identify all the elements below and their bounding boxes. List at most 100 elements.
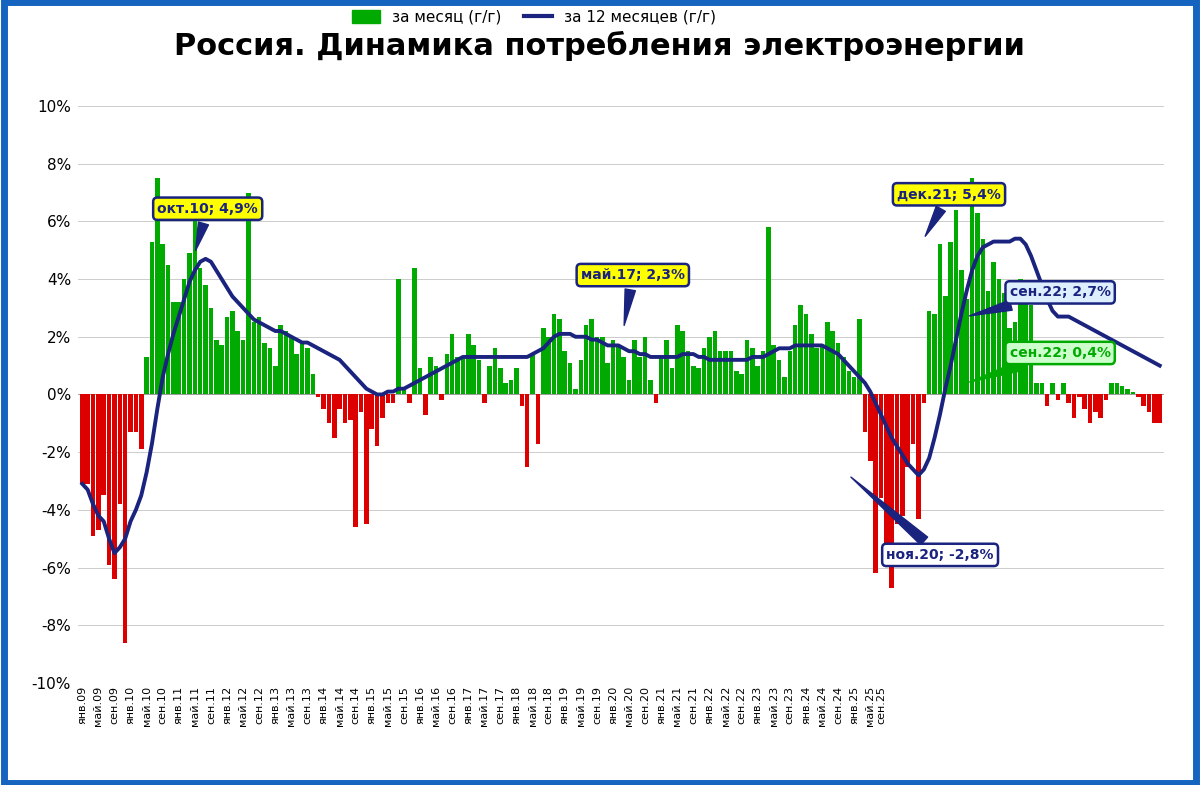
- Bar: [654, 394, 658, 403]
- Bar: [809, 334, 814, 394]
- Bar: [1115, 383, 1120, 394]
- Bar: [954, 210, 959, 394]
- Bar: [787, 351, 792, 394]
- Bar: [997, 279, 1001, 394]
- Bar: [407, 394, 412, 403]
- Bar: [900, 394, 905, 516]
- Bar: [841, 357, 846, 394]
- Bar: [439, 394, 444, 400]
- Bar: [263, 342, 266, 394]
- Bar: [433, 366, 438, 394]
- Bar: [466, 334, 470, 394]
- Bar: [1147, 394, 1151, 412]
- Bar: [772, 345, 776, 394]
- Bar: [364, 394, 368, 524]
- Bar: [976, 213, 979, 394]
- Bar: [637, 357, 642, 394]
- Bar: [198, 268, 203, 394]
- Bar: [878, 394, 883, 498]
- Bar: [172, 302, 175, 394]
- Bar: [1109, 383, 1114, 394]
- Bar: [948, 242, 953, 394]
- Bar: [1007, 328, 1012, 394]
- Bar: [391, 394, 396, 403]
- Bar: [589, 319, 594, 394]
- Bar: [1136, 394, 1140, 397]
- Bar: [289, 337, 294, 394]
- Bar: [616, 345, 620, 394]
- Bar: [1024, 285, 1028, 394]
- Bar: [203, 285, 208, 394]
- Bar: [118, 394, 122, 504]
- Text: дек.21; 5,4%: дек.21; 5,4%: [898, 188, 1001, 236]
- Bar: [1050, 383, 1055, 394]
- Bar: [461, 357, 466, 394]
- Bar: [680, 331, 685, 394]
- Bar: [230, 311, 235, 394]
- Bar: [300, 342, 305, 394]
- Bar: [756, 366, 760, 394]
- Bar: [1034, 383, 1039, 394]
- Bar: [332, 394, 336, 438]
- Bar: [874, 394, 878, 573]
- Bar: [600, 337, 605, 394]
- Bar: [166, 265, 170, 394]
- Bar: [943, 297, 948, 394]
- Bar: [520, 394, 524, 406]
- Bar: [1067, 394, 1070, 403]
- Text: сен.22; 2,7%: сен.22; 2,7%: [970, 286, 1111, 316]
- Bar: [541, 328, 546, 394]
- Bar: [922, 394, 926, 403]
- Bar: [278, 325, 283, 394]
- Bar: [1130, 392, 1135, 394]
- Bar: [815, 349, 818, 394]
- Bar: [563, 351, 566, 394]
- Bar: [1087, 394, 1092, 423]
- Bar: [622, 357, 626, 394]
- Bar: [322, 394, 325, 409]
- Bar: [696, 368, 701, 394]
- Bar: [793, 325, 798, 394]
- Bar: [353, 394, 358, 528]
- Bar: [337, 394, 342, 409]
- Bar: [707, 337, 712, 394]
- Text: сен.22; 0,4%: сен.22; 0,4%: [970, 346, 1111, 382]
- Bar: [1152, 394, 1157, 423]
- Bar: [214, 340, 218, 394]
- Bar: [820, 345, 824, 394]
- Bar: [385, 394, 390, 403]
- Bar: [632, 340, 637, 394]
- Bar: [252, 323, 256, 394]
- Bar: [241, 340, 245, 394]
- Bar: [1120, 385, 1124, 394]
- Bar: [182, 279, 186, 394]
- Bar: [144, 357, 149, 394]
- Bar: [895, 394, 899, 524]
- Bar: [665, 340, 668, 394]
- Bar: [487, 366, 492, 394]
- Bar: [1028, 305, 1033, 394]
- Bar: [685, 351, 690, 394]
- Bar: [568, 363, 572, 394]
- Bar: [937, 244, 942, 394]
- Bar: [691, 366, 696, 394]
- Bar: [917, 394, 920, 519]
- Bar: [102, 394, 106, 495]
- Bar: [932, 314, 937, 394]
- Bar: [192, 221, 197, 394]
- Bar: [133, 394, 138, 432]
- Bar: [504, 383, 508, 394]
- Bar: [316, 394, 320, 397]
- Bar: [986, 290, 990, 394]
- Bar: [980, 239, 985, 394]
- Bar: [268, 349, 272, 394]
- Text: ноя.20; -2,8%: ноя.20; -2,8%: [851, 477, 994, 562]
- Bar: [246, 192, 251, 394]
- Bar: [1056, 394, 1060, 400]
- Bar: [1045, 394, 1050, 406]
- Bar: [868, 394, 872, 461]
- Bar: [659, 357, 664, 394]
- Bar: [176, 302, 181, 394]
- Bar: [595, 337, 599, 394]
- Bar: [524, 394, 529, 466]
